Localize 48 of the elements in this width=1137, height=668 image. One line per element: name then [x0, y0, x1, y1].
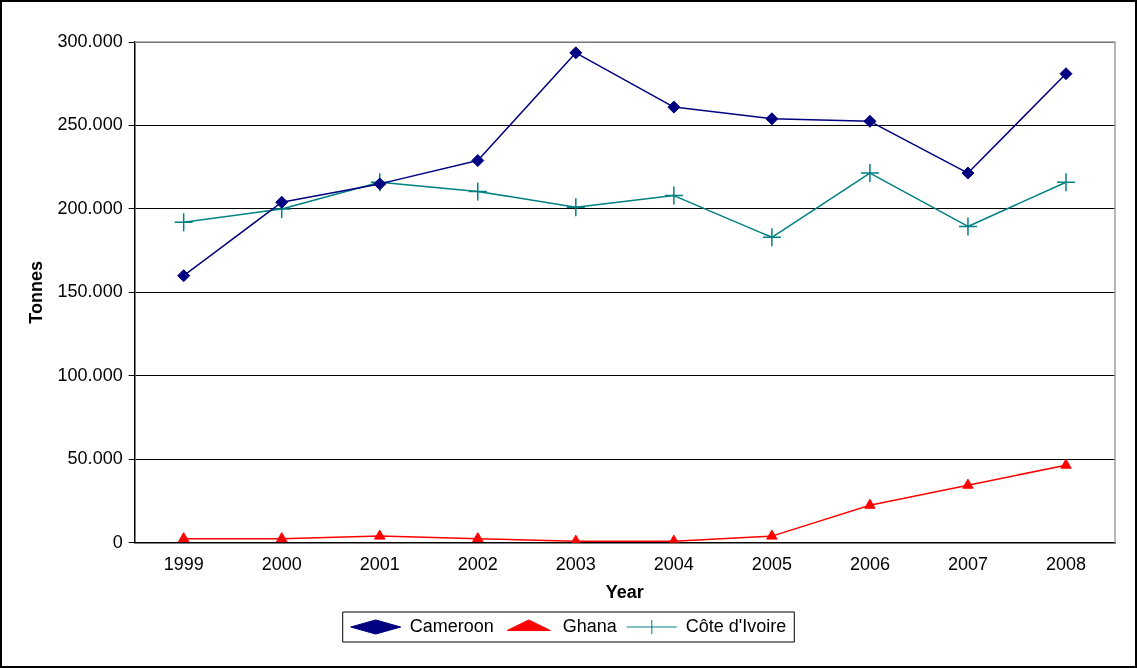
y-tick-label: 0 — [112, 531, 123, 552]
point — [472, 532, 484, 543]
x-tick-label: 2007 — [947, 553, 988, 574]
point — [177, 269, 191, 283]
point — [863, 114, 877, 128]
x-tick-label: 2008 — [1045, 553, 1087, 574]
point — [468, 181, 488, 202]
y-tick-label: 100.000 — [57, 364, 123, 385]
point — [958, 216, 978, 237]
legend-label: Côte d'Ivoire — [685, 615, 787, 636]
point — [962, 478, 974, 489]
point — [766, 529, 778, 540]
x-tick-label: 2000 — [261, 553, 302, 574]
point — [860, 163, 880, 183]
point — [177, 532, 190, 543]
x-tick-label: 2002 — [457, 553, 498, 574]
x-tick-label: 1999 — [163, 553, 204, 574]
x-tick-label: 2004 — [653, 553, 694, 574]
point — [374, 529, 386, 540]
x-tick-label: 2006 — [849, 553, 890, 574]
point — [566, 197, 586, 218]
point — [1059, 67, 1073, 81]
y-tick-label: 200.000 — [57, 197, 123, 218]
y-tick-label: 300.000 — [57, 30, 123, 51]
x-tick-label: 2001 — [359, 553, 400, 574]
point — [762, 227, 782, 248]
x-tick-label: 2003 — [555, 553, 596, 574]
point — [276, 532, 288, 543]
point — [1060, 458, 1072, 469]
point — [569, 46, 583, 60]
y-tick-label: 50.000 — [67, 448, 123, 469]
x-tick-label: 2005 — [751, 553, 792, 574]
y-axis-title: Tonnes — [25, 261, 46, 324]
y-tick-label: 150.000 — [57, 281, 123, 302]
x-axis-title: Year — [605, 582, 644, 603]
point — [667, 100, 681, 114]
legend-label: Ghana — [562, 615, 618, 636]
point — [173, 212, 194, 233]
point — [765, 112, 779, 126]
point — [471, 154, 485, 168]
point — [961, 166, 975, 180]
point — [1056, 172, 1076, 192]
y-tick-label: 250.000 — [57, 114, 123, 135]
point — [275, 195, 289, 209]
legend-label: Cameroon — [409, 615, 494, 636]
point — [664, 185, 684, 206]
point — [864, 498, 876, 509]
point — [373, 177, 387, 191]
